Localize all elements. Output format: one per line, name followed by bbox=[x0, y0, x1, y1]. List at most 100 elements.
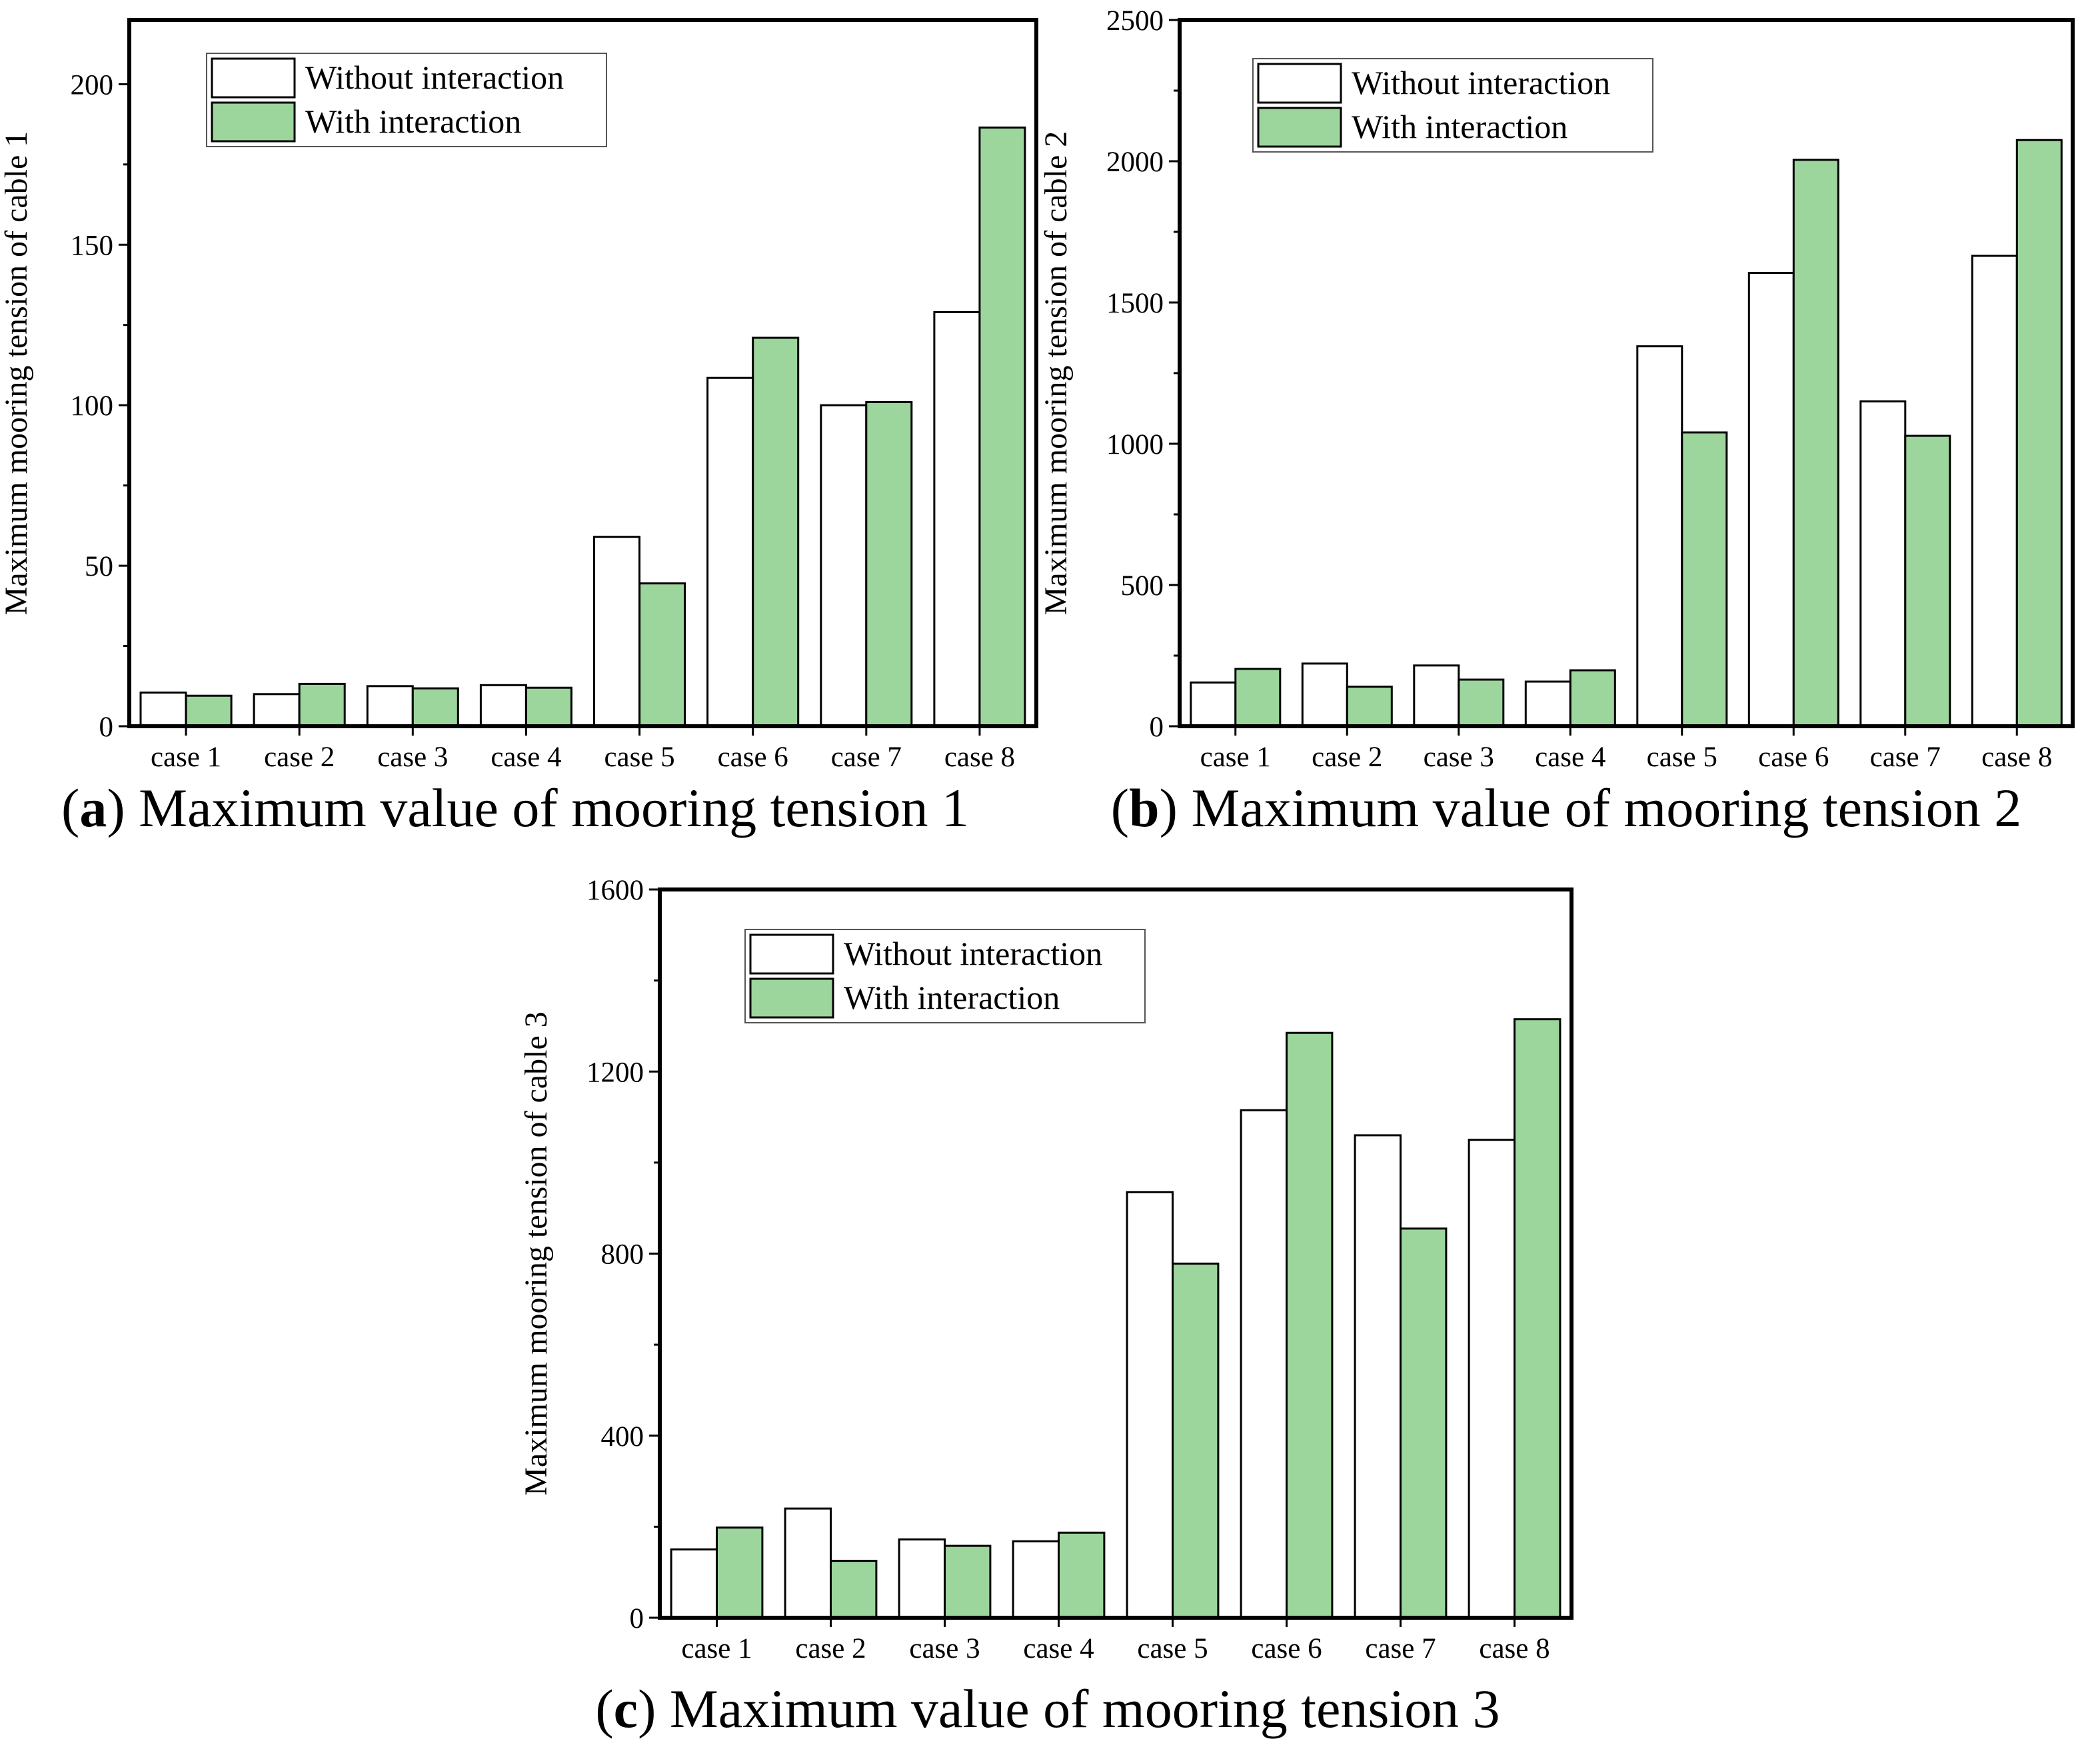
bar-without-interaction-case-8 bbox=[934, 312, 980, 727]
bar-without-interaction-case-6 bbox=[1749, 273, 1793, 727]
x-tick-label: case 1 bbox=[151, 742, 221, 773]
y-axis-title: Maximum mooring tension of cable 2 bbox=[1038, 131, 1074, 616]
bar-with-interaction-case-3 bbox=[413, 688, 458, 726]
x-tick-label: case 6 bbox=[718, 742, 788, 773]
caption-open-paren: ( bbox=[1111, 778, 1129, 838]
bar-with-interaction-case-2 bbox=[1347, 687, 1392, 726]
x-tick-label: case 2 bbox=[795, 1633, 866, 1664]
y-tick-label: 400 bbox=[601, 1421, 644, 1453]
bar-with-interaction-case-8 bbox=[2017, 140, 2061, 726]
caption-close-paren: ) bbox=[638, 1678, 670, 1739]
chart-panel-b: case 1 case 2 case 3 case 4 case 5 case 6 case… bbox=[1038, 5, 2073, 838]
x-tick-label: case 8 bbox=[1479, 1633, 1550, 1664]
legend: Without interaction With interaction bbox=[1253, 59, 1653, 152]
bar-with-interaction-case-1 bbox=[1236, 669, 1280, 726]
bar-with-interaction-case-3 bbox=[945, 1546, 990, 1618]
x-tick-label: case 4 bbox=[1023, 1633, 1094, 1664]
bar-without-interaction-case-2 bbox=[254, 694, 299, 726]
bar-with-interaction-case-7 bbox=[1401, 1229, 1446, 1618]
legend-label: With interaction bbox=[1352, 108, 1568, 145]
bar-with-interaction-case-5 bbox=[1173, 1264, 1218, 1618]
y-tick-label: 150 bbox=[71, 230, 114, 261]
bar-without-interaction-case-8 bbox=[1972, 256, 2017, 726]
bar-with-interaction-case-3 bbox=[1459, 680, 1504, 726]
y-tick-label: 100 bbox=[71, 390, 114, 422]
caption-open-paren: ( bbox=[61, 778, 79, 838]
legend-swatch-with-interaction bbox=[750, 979, 833, 1017]
chart-panel-c: case 1 case 2 case 3 case 4 case 5 case 6 case… bbox=[519, 875, 1572, 1739]
bar-without-interaction-case-6 bbox=[708, 378, 753, 726]
caption-title: Maximum value of mooring tension 3 bbox=[670, 1678, 1500, 1739]
bar-with-interaction-case-4 bbox=[1570, 670, 1615, 726]
caption-panel-tag: a bbox=[79, 778, 107, 838]
x-tick-label: case 4 bbox=[491, 742, 561, 773]
legend: Without interaction With interaction bbox=[745, 929, 1145, 1023]
bar-with-interaction-case-6 bbox=[753, 338, 798, 726]
caption-panel-tag: b bbox=[1129, 778, 1160, 838]
caption-panel-tag: c bbox=[614, 1678, 638, 1739]
x-tick-label: case 6 bbox=[1251, 1633, 1322, 1664]
y-tick-label: 1600 bbox=[586, 875, 644, 906]
bar-without-interaction-case-7 bbox=[1355, 1135, 1400, 1618]
y-tick-label: 1000 bbox=[1106, 429, 1164, 460]
bar-without-interaction-case-3 bbox=[899, 1540, 944, 1618]
legend-label: With interaction bbox=[844, 979, 1060, 1016]
legend-swatch-without-interaction bbox=[1258, 64, 1341, 103]
y-tick-label: 0 bbox=[1150, 712, 1164, 743]
bar-without-interaction-case-1 bbox=[671, 1550, 716, 1618]
x-tick-label: case 2 bbox=[264, 742, 335, 773]
bar-with-interaction-case-8 bbox=[980, 127, 1025, 726]
y-tick-label: 50 bbox=[85, 551, 113, 582]
panel-caption: (a) Maximum value of mooring tension 1 bbox=[61, 778, 969, 838]
bar-with-interaction-case-6 bbox=[1793, 160, 1838, 726]
bar-without-interaction-case-1 bbox=[1191, 682, 1236, 726]
bar-without-interaction-case-1 bbox=[141, 692, 186, 726]
bar-without-interaction-case-2 bbox=[785, 1508, 830, 1618]
bar-with-interaction-case-1 bbox=[717, 1528, 762, 1618]
bar-with-interaction-case-2 bbox=[299, 684, 345, 726]
bar-with-interaction-case-8 bbox=[1515, 1019, 1560, 1618]
bar-with-interaction-case-7 bbox=[866, 402, 912, 726]
x-tick-label: case 4 bbox=[1535, 742, 1605, 773]
x-tick-label: case 7 bbox=[1365, 1633, 1436, 1664]
x-tick-label: case 5 bbox=[1137, 1633, 1208, 1664]
y-tick-label: 1200 bbox=[586, 1057, 644, 1088]
caption-title: Maximum value of mooring tension 2 bbox=[1191, 778, 2021, 838]
bar-without-interaction-case-8 bbox=[1469, 1140, 1514, 1618]
y-tick-label: 200 bbox=[71, 69, 114, 101]
x-tick-label: case 1 bbox=[681, 1633, 752, 1664]
y-tick-label: 0 bbox=[630, 1603, 644, 1634]
caption-close-paren: ) bbox=[1160, 778, 1192, 838]
x-tick-label: case 8 bbox=[1981, 742, 2052, 773]
y-tick-label: 1500 bbox=[1106, 288, 1164, 319]
legend-swatch-without-interaction bbox=[212, 59, 295, 97]
bar-with-interaction-case-5 bbox=[1682, 432, 1727, 726]
y-tick-label: 0 bbox=[99, 712, 114, 743]
legend-swatch-without-interaction bbox=[750, 935, 833, 973]
y-axis-title: Maximum mooring tension of cable 3 bbox=[519, 1011, 554, 1496]
caption-title: Maximum value of mooring tension 1 bbox=[139, 778, 969, 838]
legend-label: With interaction bbox=[305, 103, 521, 140]
bar-without-interaction-case-5 bbox=[594, 537, 640, 726]
legend-swatch-with-interaction bbox=[1258, 108, 1341, 147]
x-tick-label: case 7 bbox=[831, 742, 902, 773]
legend-label: Without interaction bbox=[844, 935, 1102, 972]
x-tick-label: case 8 bbox=[944, 742, 1015, 773]
y-axis-title: Maximum mooring tension of cable 1 bbox=[0, 131, 34, 616]
bar-without-interaction-case-5 bbox=[1127, 1192, 1172, 1618]
legend-label: Without interaction bbox=[305, 59, 564, 96]
y-tick-label: 500 bbox=[1121, 570, 1164, 602]
caption-close-paren: ) bbox=[107, 778, 139, 838]
caption-open-paren: ( bbox=[595, 1678, 613, 1739]
x-tick-label: case 5 bbox=[1647, 742, 1717, 773]
y-tick-label: 2000 bbox=[1106, 147, 1164, 178]
y-tick-label: 800 bbox=[601, 1239, 644, 1271]
legend: Without interaction With interaction bbox=[207, 53, 606, 147]
x-tick-label: case 2 bbox=[1312, 742, 1382, 773]
x-tick-label: case 6 bbox=[1758, 742, 1829, 773]
bar-with-interaction-case-4 bbox=[526, 688, 571, 726]
legend-label: Without interaction bbox=[1352, 64, 1610, 101]
x-tick-label: case 7 bbox=[1870, 742, 1941, 773]
chart-panel-a: case 1 case 2 case 3 case 4 case 5 case 6 case… bbox=[0, 20, 1036, 838]
